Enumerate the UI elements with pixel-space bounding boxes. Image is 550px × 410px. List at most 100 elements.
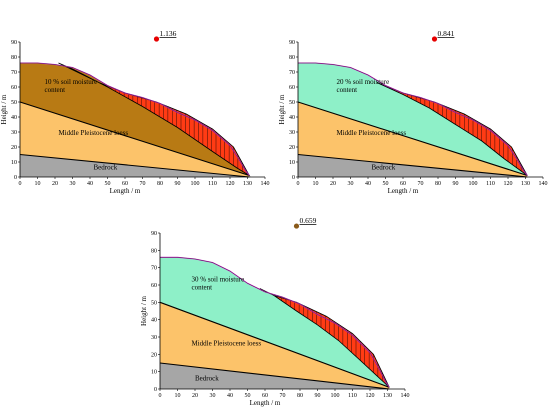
x-tick-label: 140	[401, 393, 410, 399]
moisture-label-line-2: content	[45, 86, 66, 94]
y-tick-label: 40	[289, 115, 295, 121]
ground-surface-outline	[20, 62, 250, 176]
moisture-label-line-1: 30 % soil moisture	[192, 276, 245, 284]
x-axis-title: Length / m	[388, 187, 419, 195]
x-tick-label: 110	[486, 181, 495, 187]
x-axis-title: Length / m	[250, 399, 281, 407]
middle-loess-boundary	[19, 101, 250, 177]
bedrock-label: Bedrock	[195, 374, 219, 382]
x-tick-label: 40	[227, 393, 233, 399]
moisture-layer	[20, 63, 250, 176]
y-tick-label: 10	[11, 160, 17, 166]
x-tick-label: 30	[348, 181, 354, 187]
y-tick-label: 50	[289, 100, 295, 106]
moisture-layer	[298, 63, 528, 176]
y-tick-label: 0	[292, 175, 295, 181]
y-tick-label: 80	[289, 55, 295, 61]
moisture-label: 30 % soil moisture content	[192, 276, 245, 292]
y-tick-label: 30	[151, 335, 157, 341]
fos-marker	[153, 36, 160, 42]
bedrock-boundary	[297, 153, 528, 178]
x-tick-label: 80	[297, 393, 303, 399]
x-tick-label: 100	[331, 393, 340, 399]
y-tick-label: 80	[11, 55, 17, 61]
x-tick-label: 60	[400, 181, 406, 187]
x-tick-label: 40	[365, 181, 371, 187]
x-tick-label: 10	[313, 181, 319, 187]
x-tick-label: 10	[35, 181, 41, 187]
x-tick-label: 100	[191, 181, 200, 187]
y-tick-label: 30	[289, 130, 295, 136]
x-tick-label: 140	[261, 181, 270, 187]
y-tick-label: 20	[151, 352, 157, 358]
moisture-label-line-1: 10 % soil moisture	[45, 78, 98, 86]
x-tick-label: 90	[453, 181, 459, 187]
x-tick-label: 60	[122, 181, 128, 187]
y-tick-label: 40	[151, 318, 157, 324]
y-tick-label: 60	[11, 85, 17, 91]
y-axis-title: Height / m	[278, 94, 286, 124]
x-tick-label: 110	[208, 181, 217, 187]
factor-of-safety-label: 0.841	[438, 29, 455, 38]
middle-loess-label: Middle Pleistocene loess	[337, 129, 407, 137]
moisture-label: 20 % soil moisture content	[337, 78, 390, 94]
x-tick-label: 40	[87, 181, 93, 187]
x-tick-label: 30	[210, 393, 216, 399]
middle-loess-label: Middle Pleistocene loess	[192, 340, 262, 348]
fos-marker	[293, 223, 300, 229]
y-tick-label: 30	[11, 130, 17, 136]
x-tick-label: 90	[315, 393, 321, 399]
x-tick-label: 0	[19, 181, 22, 187]
y-tick-label: 90	[289, 40, 295, 46]
x-tick-label: 70	[280, 393, 286, 399]
y-tick-label: 50	[11, 100, 17, 106]
moisture-label-line-2: content	[192, 284, 213, 292]
ground-surface-outline	[298, 62, 528, 176]
y-tick-label: 40	[11, 115, 17, 121]
x-tick-label: 30	[70, 181, 76, 187]
x-tick-label: 0	[159, 393, 162, 399]
x-tick-label: 20	[330, 181, 336, 187]
chart-panel-2: 0.841 20 % soil moisture content Middle Ple…	[278, 29, 548, 195]
y-tick-label: 60	[151, 283, 157, 289]
bedrock-label: Bedrock	[94, 164, 118, 172]
x-tick-label: 120	[504, 181, 513, 187]
y-tick-label: 90	[151, 231, 157, 237]
x-axis-title: Length / m	[110, 187, 141, 195]
x-tick-label: 130	[243, 181, 252, 187]
ground-surface-outline	[160, 257, 390, 388]
x-tick-label: 120	[366, 393, 375, 399]
x-tick-label: 80	[157, 181, 163, 187]
moisture-layer	[160, 257, 390, 388]
y-tick-label: 70	[11, 70, 17, 76]
y-axis-title: Height / m	[0, 94, 8, 124]
moisture-label: 10 % soil moisture content	[45, 78, 98, 94]
factor-of-safety-label: 0.659	[300, 216, 317, 225]
x-tick-label: 110	[348, 393, 357, 399]
x-tick-label: 20	[52, 181, 58, 187]
x-tick-label: 50	[105, 181, 111, 187]
x-tick-label: 0	[297, 181, 300, 187]
y-tick-label: 70	[151, 266, 157, 272]
moisture-label-line-1: 20 % soil moisture	[337, 78, 390, 86]
middle-loess-boundary	[297, 101, 528, 177]
x-tick-label: 120	[226, 181, 235, 187]
x-tick-label: 20	[192, 393, 198, 399]
y-tick-label: 80	[151, 248, 157, 254]
middle-loess-label: Middle Pleistocene loess	[59, 129, 129, 137]
x-tick-label: 80	[435, 181, 441, 187]
bedrock-boundary	[19, 153, 250, 178]
middle-loess-boundary	[159, 301, 390, 388]
chart-panel-3: 0.659 30 % soil moisture content Middle Ple…	[140, 216, 410, 407]
factor-of-safety-label: 1.136	[160, 29, 177, 38]
x-tick-label: 90	[175, 181, 181, 187]
x-tick-label: 70	[418, 181, 424, 187]
y-tick-label: 20	[11, 145, 17, 151]
y-tick-label: 50	[151, 300, 157, 306]
y-tick-label: 0	[14, 175, 17, 181]
y-tick-label: 10	[151, 370, 157, 376]
y-tick-label: 60	[289, 85, 295, 91]
y-axis-title: Height / m	[140, 295, 148, 325]
y-tick-label: 90	[11, 40, 17, 46]
